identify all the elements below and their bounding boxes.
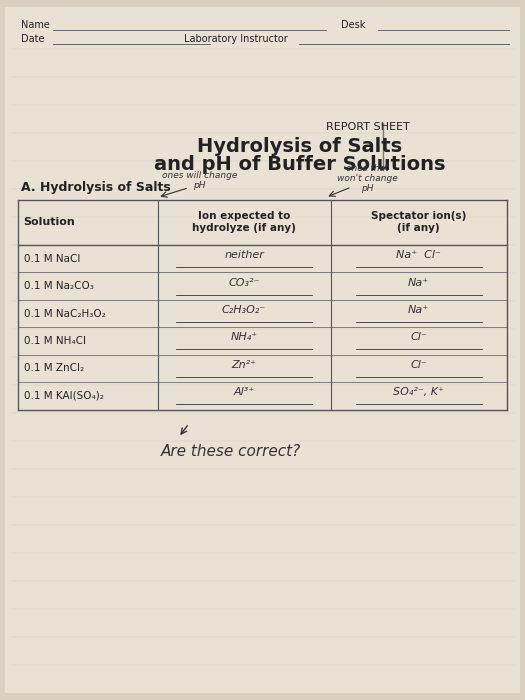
Text: 0.1 M Na₂CO₃: 0.1 M Na₂CO₃ — [24, 281, 93, 291]
Text: Solution: Solution — [24, 217, 76, 228]
Text: Spectator ion(s)
(if any): Spectator ion(s) (if any) — [371, 211, 466, 233]
Text: Na⁺: Na⁺ — [408, 278, 429, 288]
Text: and pH of Buffer Solutions: and pH of Buffer Solutions — [153, 155, 445, 174]
Text: Zn²⁺: Zn²⁺ — [232, 360, 257, 370]
FancyBboxPatch shape — [5, 7, 520, 693]
Text: Hydrolysis of Salts: Hydrolysis of Salts — [197, 137, 402, 157]
Text: 0.1 M ZnCl₂: 0.1 M ZnCl₂ — [24, 363, 84, 373]
Text: Laboratory Instructor: Laboratory Instructor — [184, 34, 288, 43]
Text: Ion expected to
hydrolyze (if any): Ion expected to hydrolyze (if any) — [192, 211, 296, 233]
Text: CO₃²⁻: CO₃²⁻ — [228, 278, 260, 288]
Text: Cl⁻: Cl⁻ — [411, 360, 427, 370]
Text: REPORT SHEET: REPORT SHEET — [326, 122, 410, 132]
Text: Cl⁻: Cl⁻ — [411, 332, 427, 342]
Text: Name: Name — [21, 20, 50, 29]
Text: 0.1 M KAl(SO₄)₂: 0.1 M KAl(SO₄)₂ — [24, 391, 103, 401]
Text: Al³⁺: Al³⁺ — [234, 387, 255, 398]
Text: ones will change
pH: ones will change pH — [162, 171, 237, 190]
Text: Desk: Desk — [341, 20, 365, 29]
Text: Na⁺: Na⁺ — [408, 305, 429, 315]
Text: ones that
won't change
pH: ones that won't change pH — [337, 164, 398, 193]
Text: A. Hydrolysis of Salts: A. Hydrolysis of Salts — [21, 181, 171, 194]
Text: neither: neither — [224, 250, 264, 260]
Text: Date: Date — [21, 34, 45, 43]
Text: 0.1 M NH₄Cl: 0.1 M NH₄Cl — [24, 336, 86, 346]
Text: C₂H₃O₂⁻: C₂H₃O₂⁻ — [222, 305, 266, 315]
Text: SO₄²⁻, K⁺: SO₄²⁻, K⁺ — [393, 387, 444, 398]
Text: 0.1 M NaCl: 0.1 M NaCl — [24, 253, 80, 264]
Text: 0.1 M NaC₂H₃O₂: 0.1 M NaC₂H₃O₂ — [24, 309, 106, 318]
Text: NH₄⁺: NH₄⁺ — [230, 332, 258, 342]
Text: Na⁺  Cl⁻: Na⁺ Cl⁻ — [396, 250, 441, 260]
Text: Are these correct?: Are these correct? — [161, 444, 301, 459]
